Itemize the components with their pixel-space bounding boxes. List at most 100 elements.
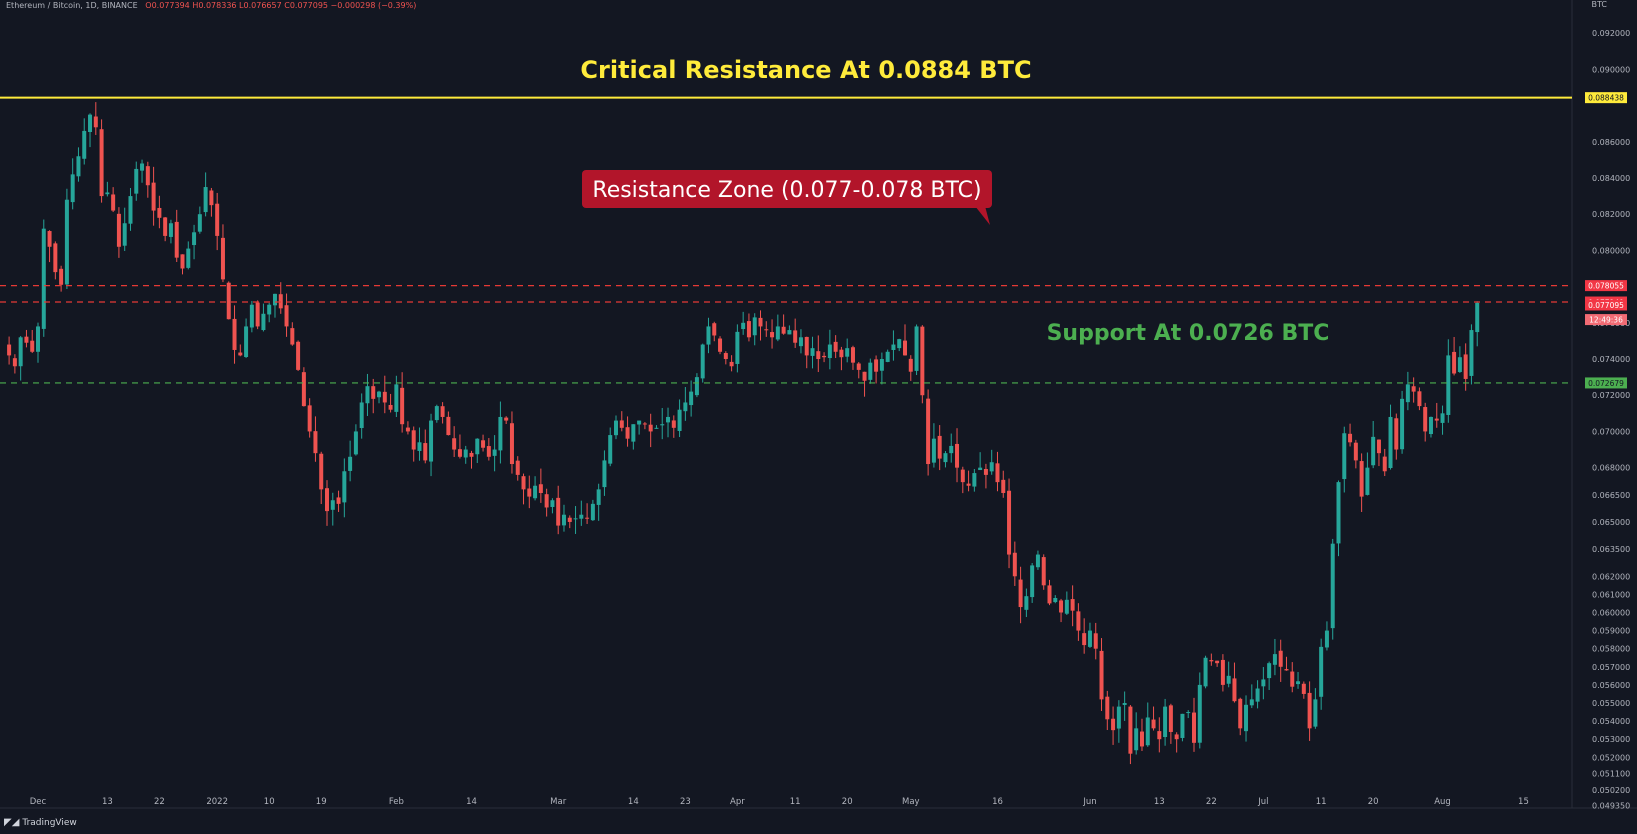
candle-body [735, 331, 740, 364]
candle-body [481, 440, 486, 448]
time-tick-label: 16 [992, 797, 1003, 807]
candle-body [313, 431, 318, 454]
candle-body [983, 468, 988, 475]
critical-resistance-label: Critical Resistance At 0.0884 BTC [580, 56, 1031, 84]
candle-body [810, 348, 815, 356]
candle-body [631, 424, 636, 442]
candle-body [1064, 599, 1069, 614]
candle-body [1405, 384, 1410, 403]
candle-body [1261, 679, 1266, 687]
candle-body [405, 427, 410, 432]
candle-body [764, 329, 769, 331]
price-axis: 0.092000 0.090000 0.086000 0.084000 0.082000… [1592, 29, 1630, 810]
candle-body [122, 223, 127, 246]
candle-body [937, 435, 942, 459]
candle-body [76, 156, 81, 177]
candle-body [706, 326, 711, 345]
candle-body [955, 443, 960, 468]
price-tick-label: 0.054000 [1592, 717, 1630, 726]
price-tick-label: 0.072000 [1592, 391, 1630, 400]
candle-body [203, 187, 208, 213]
price-tick-label: 0.055000 [1592, 699, 1630, 708]
candle-body [787, 330, 792, 335]
candle-body [411, 430, 416, 450]
candle-body [1411, 386, 1416, 392]
candle-body [1307, 692, 1312, 729]
candle-body [1192, 712, 1196, 743]
candle-body [1105, 696, 1110, 720]
candle-body [394, 384, 399, 412]
callout-pointer [975, 206, 990, 225]
tradingview-brand[interactable]: ◤◢ TradingView [4, 817, 77, 828]
candle-body [209, 190, 214, 206]
candle-body [1417, 391, 1422, 407]
time-tick-label: 19 [316, 797, 327, 807]
price-tag-label: 12:49:36 [1589, 316, 1623, 325]
ohlc-high: H0.078336 [192, 1, 237, 10]
candle-body [336, 497, 341, 504]
candle-body [1093, 633, 1098, 649]
candle-body [677, 409, 682, 431]
candle-body [596, 489, 601, 505]
candle-body [278, 294, 283, 309]
candle-body [1319, 646, 1324, 697]
annotations-layer: Critical Resistance At 0.0884 BTC Resista… [580, 56, 1329, 346]
candle-body [729, 361, 734, 367]
time-tick-label: 10 [264, 797, 275, 807]
candle-body [1203, 657, 1208, 687]
candle-body [47, 231, 52, 247]
candle-body [1434, 418, 1439, 421]
price-tick-label: 0.056000 [1592, 681, 1630, 690]
price-tick-label: 0.058000 [1592, 645, 1630, 654]
candle-body [1082, 633, 1087, 646]
candle-body [1122, 702, 1127, 705]
candle-body [463, 449, 468, 458]
candle-body [972, 473, 977, 487]
candle-body [1336, 482, 1341, 544]
candle-body [1024, 596, 1029, 610]
candle-body [556, 497, 561, 526]
candle-body [619, 420, 624, 428]
candle-body [1365, 467, 1370, 495]
candle-body [758, 317, 763, 327]
candle-body [1457, 357, 1462, 372]
candle-body [1226, 675, 1231, 684]
ohlc-close: C0.077095 [284, 1, 328, 10]
candle-body [1330, 543, 1335, 629]
currency-label: BTC [1591, 0, 1608, 9]
candle-body [400, 387, 405, 425]
candle-body [36, 326, 40, 352]
candle-body [949, 445, 954, 454]
candle-body [1035, 554, 1040, 568]
tradingview-logo-icon: ◤◢ [4, 817, 20, 828]
candle-body [845, 348, 850, 357]
candle-body [833, 341, 838, 352]
candle-body [712, 323, 717, 336]
candle-body [1278, 650, 1283, 667]
candle-body [145, 166, 150, 186]
candle-body [654, 427, 659, 429]
candle-body [590, 503, 595, 521]
candle-body [608, 435, 613, 464]
symbol-legend[interactable]: Ethereum / Bitcoin, 1D, BINANCE O0.07739… [6, 1, 416, 10]
candle-body [382, 391, 387, 403]
candle-body [1463, 354, 1468, 379]
candle-body [440, 406, 445, 417]
candle-body [856, 363, 861, 370]
ohlc-low: L0.076657 [239, 1, 282, 10]
candle-body [88, 114, 93, 133]
candle-body [827, 344, 832, 359]
candle-body [475, 438, 480, 455]
time-axis: Dec 13 22 2022 10 19 Feb 14 Mar 14 23 Apr 11 20 May 16 J… [30, 797, 1529, 807]
candle-body [746, 321, 751, 338]
candle-body [163, 217, 168, 236]
candle-body [330, 500, 335, 510]
candle-body [1151, 719, 1156, 729]
candle-body [839, 349, 844, 358]
price-tick-label: 0.070000 [1592, 427, 1630, 436]
price-tick-label: 0.053000 [1592, 735, 1630, 744]
candle-body [1174, 734, 1179, 740]
price-tick-label: 0.063500 [1592, 545, 1630, 554]
